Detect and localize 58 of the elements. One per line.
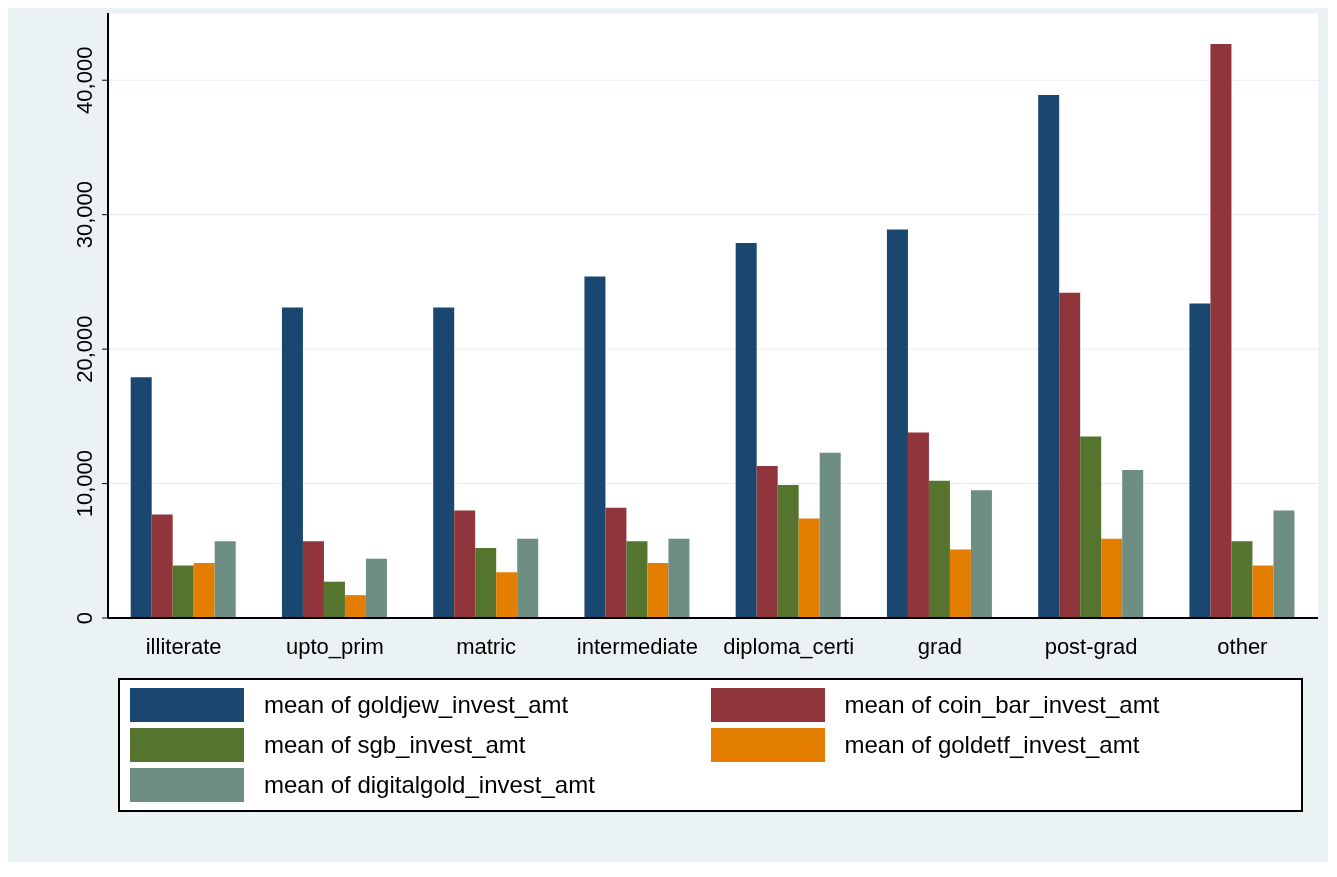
bar — [605, 507, 627, 618]
bar — [798, 518, 820, 618]
legend-label: mean of goldetf_invest_amt — [844, 731, 1140, 759]
bar — [517, 538, 539, 618]
legend-label: mean of goldjew_invest_amt — [264, 691, 569, 719]
legend-label: mean of sgb_invest_amt — [264, 731, 526, 759]
bar — [433, 307, 455, 618]
bar — [130, 377, 152, 618]
bar — [584, 276, 606, 618]
bar — [777, 484, 799, 618]
y-tick-label: 10,000 — [72, 449, 97, 518]
x-tick-label: illiterate — [145, 633, 222, 659]
bar — [970, 490, 992, 618]
bar — [1189, 303, 1211, 618]
bar — [323, 581, 345, 618]
bar — [928, 480, 950, 618]
bar — [151, 514, 173, 618]
x-tick-label: upto_prim — [285, 633, 384, 659]
bar — [496, 572, 518, 618]
y-tick-label: 40,000 — [72, 46, 97, 114]
bar — [626, 541, 648, 618]
legend-label: mean of digitalgold_invest_amt — [264, 771, 595, 799]
bar — [1101, 538, 1123, 618]
bar — [1252, 565, 1274, 618]
bar — [756, 466, 778, 618]
x-tick-label: matric — [456, 633, 517, 659]
bar — [1038, 95, 1060, 618]
bar — [1122, 470, 1144, 618]
bar — [1273, 510, 1295, 618]
bar — [907, 432, 929, 618]
bar — [647, 562, 669, 618]
bar — [949, 549, 971, 618]
bar — [454, 510, 476, 618]
x-tick-label: grad — [917, 633, 962, 659]
bar — [302, 541, 324, 618]
x-tick-label: diploma_certi — [723, 633, 855, 659]
bar — [735, 242, 757, 618]
bar — [668, 538, 690, 618]
bar — [344, 595, 366, 618]
y-tick-label: 20,000 — [72, 315, 97, 383]
bar — [214, 541, 236, 618]
legend-label: mean of coin_bar_invest_amt — [844, 691, 1160, 719]
bar — [193, 562, 215, 618]
x-tick-label: post-grad — [1044, 633, 1138, 659]
x-tick-label: intermediate — [576, 633, 698, 659]
bar — [886, 229, 908, 618]
bar — [1059, 292, 1081, 618]
y-tick-label: 30,000 — [72, 181, 97, 249]
y-tick-label: 0 — [72, 611, 97, 625]
bar — [1231, 541, 1253, 618]
bar — [475, 548, 497, 618]
bar — [1080, 436, 1102, 618]
bar — [281, 307, 303, 618]
bar — [819, 452, 841, 618]
bar — [365, 558, 387, 618]
x-tick-label: other — [1217, 633, 1268, 659]
bar — [172, 565, 194, 618]
bar — [1210, 43, 1232, 618]
